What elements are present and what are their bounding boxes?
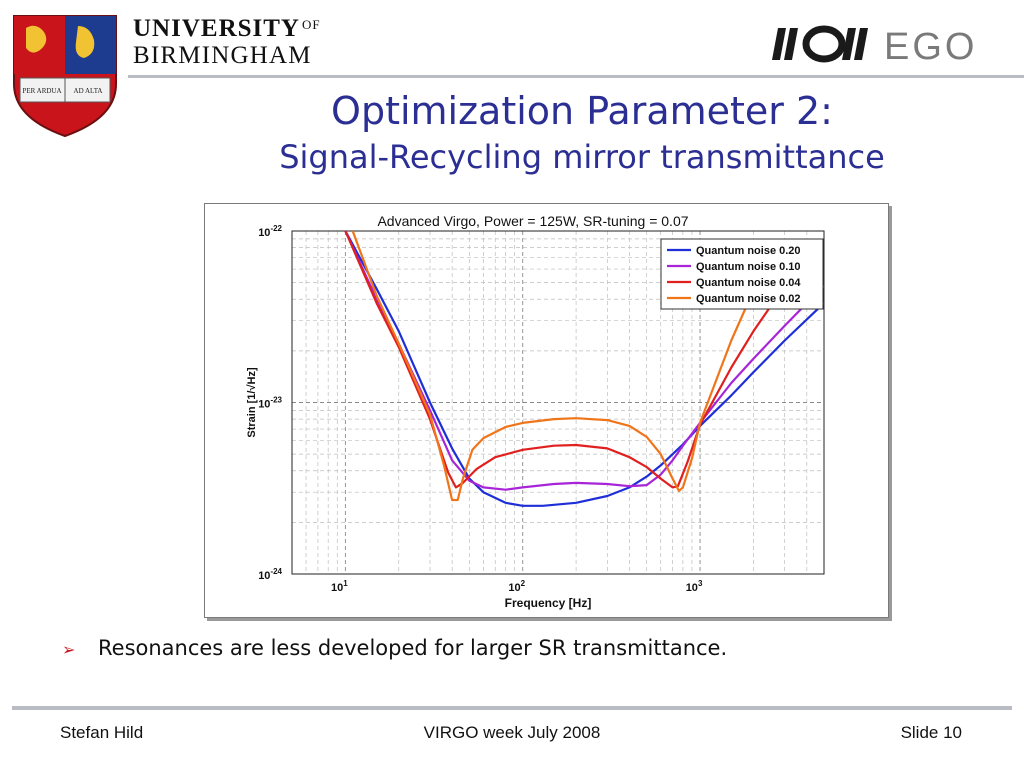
series-line-1 [344,231,824,491]
legend-label-3: Quantum noise 0.02 [696,293,801,305]
bullet-arrow-icon: ➢ [62,640,76,659]
university-line2: BIRMINGHAM [133,42,312,69]
ego-logo: EGO [772,25,977,68]
x-tick-label: 101 [331,579,348,594]
legend-label-1: Quantum noise 0.10 [696,261,801,273]
footer-divider [12,706,1012,710]
footer-event: VIRGO week July 2008 [423,723,601,742]
university-crest-logo: PER ARDUA AD ALTA [13,15,117,138]
x-tick-label: 102 [508,579,525,594]
plot-area-border [291,230,825,575]
university-wordmark: UNIVERSITY OF BIRMINGHAM [133,16,321,68]
bullet-text: Resonances are less developed for larger… [98,636,728,660]
chart-frame: 101 102 103 10-22 10-23 10-24 Frequency [Hz] St… [204,203,889,618]
series-line-3 [351,231,772,502]
slide-title: Optimization Parameter 2: [331,89,833,133]
y-axis-label: Strain [1/√Hz] [246,367,258,438]
chart-title: Advanced Virgo, Power = 125W, SR-tuning … [377,213,688,229]
slide-subtitle: Signal-Recycling mirror transmittance [279,138,885,176]
slide-title-block: Optimization Parameter 2: Signal-Recycli… [140,88,1024,176]
crest-book-right: AD ALTA [74,87,103,95]
footer-slide-number: Slide 10 [900,723,962,742]
legend-label-2: Quantum noise 0.04 [696,277,801,289]
x-tick-label: 103 [686,579,703,594]
legend-label-0: Quantum noise 0.20 [696,245,801,257]
university-line1: UNIVERSITY [133,15,300,42]
x-axis-label: Frequency [Hz] [505,596,592,610]
university-of: OF [301,17,321,32]
y-tick-label: 10-22 [258,224,282,239]
y-tick-label: 10-23 [258,396,282,411]
quantum-noise-chart: 101 102 103 10-22 10-23 10-24 Frequency [Hz] St… [246,213,825,610]
ego-logo-text: EGO [884,26,977,68]
footer-author: Stefan Hild [60,723,144,742]
header-divider [128,75,1024,78]
crest-book-left: PER ARDUA [22,87,61,95]
series-line-0 [344,231,824,507]
y-tick-label: 10-24 [258,567,282,582]
bullet-item: ➢ Resonances are less developed for large… [62,636,727,660]
